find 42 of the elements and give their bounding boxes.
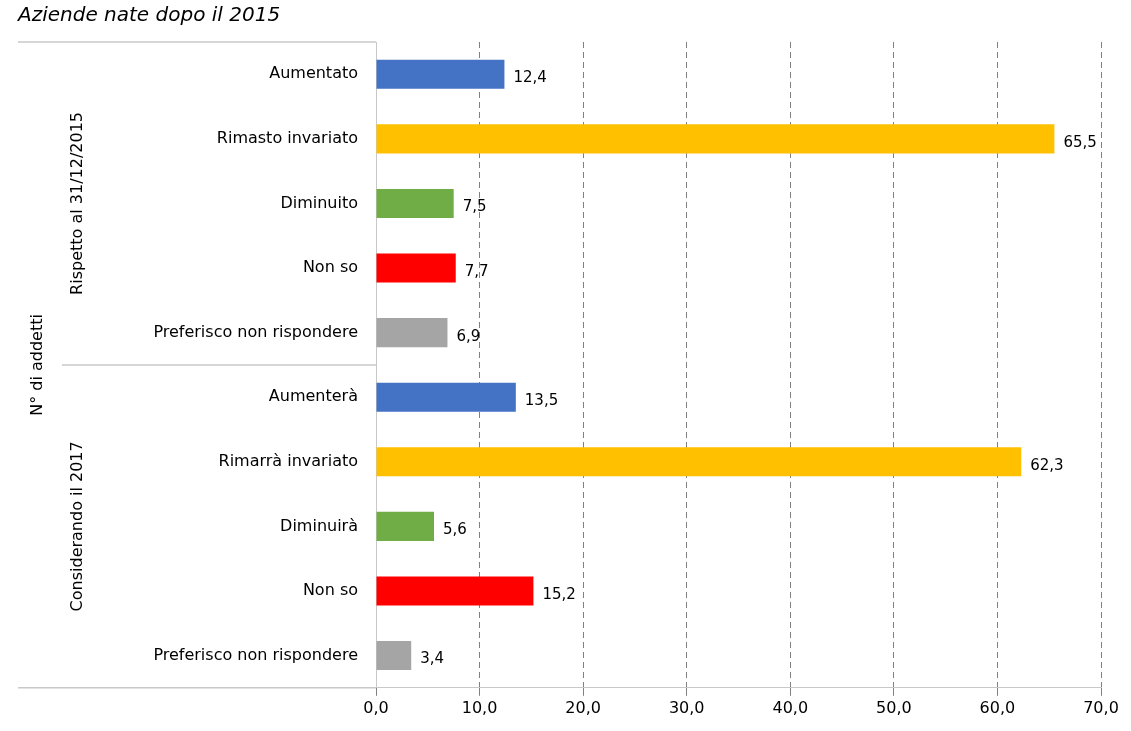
data-label: 62,3 — [1030, 455, 1064, 474]
bar — [376, 576, 534, 606]
x-tick-label: 50,0 — [876, 697, 912, 717]
data-label: 13,5 — [524, 391, 559, 410]
x-tick-label: 30,0 — [668, 697, 705, 717]
text: Rispetto al 31/12/2015 — [67, 112, 87, 295]
bar — [376, 59, 505, 89]
data-label: 5,6 — [443, 520, 467, 539]
bar — [376, 188, 454, 218]
y-tick-label: Aumenterà — [268, 386, 358, 406]
text: N° di addetti — [27, 314, 47, 416]
data-label: 6,9 — [456, 326, 481, 345]
bar — [376, 318, 448, 348]
y-tick-label: Rimasto invariato — [216, 128, 358, 148]
bar — [376, 124, 1055, 154]
y-tick-label: Aumentato — [269, 63, 358, 83]
bar — [376, 382, 516, 412]
bar — [376, 447, 1022, 477]
text: Considerando il 2017 — [67, 441, 87, 612]
bar — [376, 640, 412, 671]
x-tick-label: 40,0 — [772, 697, 809, 717]
x-tick-label: 10,0 — [461, 697, 498, 717]
data-label: 12,4 — [513, 68, 547, 87]
y-tick-label: Preferisco non rispondere — [153, 321, 358, 341]
text: Aziende nate dopo il 2015 — [16, 2, 281, 27]
x-tick-label: 70,0 — [1083, 697, 1119, 717]
y-tick-label: Preferisco non rispondere — [153, 644, 358, 664]
y-tick-label: Diminuito — [280, 192, 358, 212]
data-label: 15,2 — [542, 584, 576, 603]
bar — [376, 253, 456, 283]
x-tick-label: 60,0 — [979, 697, 1016, 717]
x-tick-label: 20,0 — [565, 697, 601, 717]
data-label: 7,5 — [462, 197, 487, 216]
data-label: 65,5 — [1063, 132, 1097, 151]
bar — [376, 511, 434, 541]
data-label: 3,4 — [420, 649, 445, 668]
data-label: 7,7 — [464, 261, 489, 280]
y-tick-label: Non so — [302, 580, 358, 600]
y-tick-label: Diminuirà — [280, 515, 358, 535]
x-tick-label: 0,0 — [363, 697, 389, 717]
y-tick-label: Rimarrà invariato — [218, 450, 358, 470]
y-tick-label: Non so — [302, 257, 358, 277]
